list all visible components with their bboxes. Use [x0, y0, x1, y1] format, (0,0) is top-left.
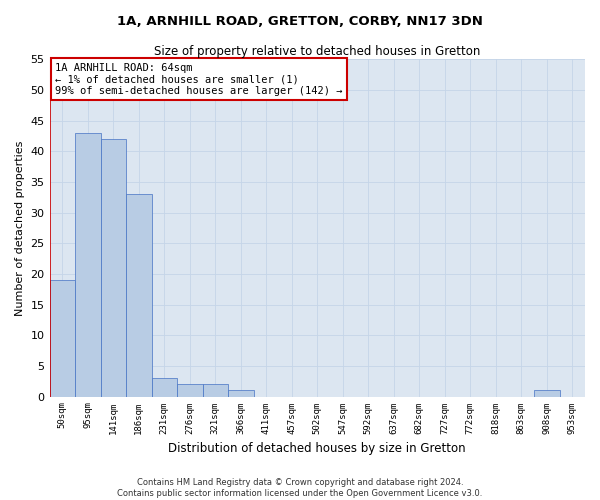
Bar: [203, 384, 228, 396]
Bar: [228, 390, 254, 396]
Text: Contains HM Land Registry data © Crown copyright and database right 2024.
Contai: Contains HM Land Registry data © Crown c…: [118, 478, 482, 498]
Y-axis label: Number of detached properties: Number of detached properties: [15, 140, 25, 316]
Title: Size of property relative to detached houses in Gretton: Size of property relative to detached ho…: [154, 45, 481, 58]
Bar: [75, 133, 101, 396]
Bar: [101, 139, 126, 396]
X-axis label: Distribution of detached houses by size in Gretton: Distribution of detached houses by size …: [169, 442, 466, 455]
Bar: [152, 378, 177, 396]
Bar: [50, 280, 75, 396]
Text: 1A, ARNHILL ROAD, GRETTON, CORBY, NN17 3DN: 1A, ARNHILL ROAD, GRETTON, CORBY, NN17 3…: [117, 15, 483, 28]
Text: 1A ARNHILL ROAD: 64sqm
← 1% of detached houses are smaller (1)
99% of semi-detac: 1A ARNHILL ROAD: 64sqm ← 1% of detached …: [55, 62, 343, 96]
Bar: [177, 384, 203, 396]
Bar: [534, 390, 560, 396]
Bar: [126, 194, 152, 396]
